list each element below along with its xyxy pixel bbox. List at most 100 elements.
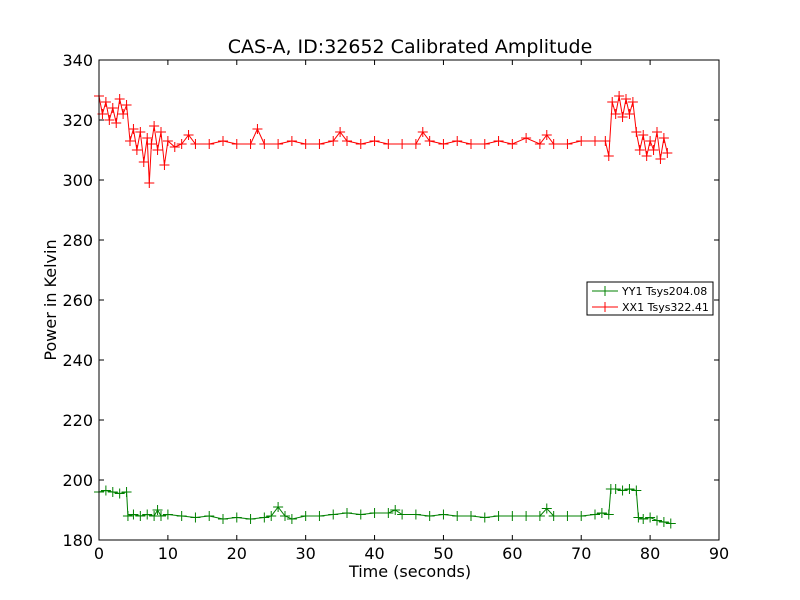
- data-point: [111, 118, 122, 128]
- data-point: [142, 133, 153, 143]
- series-layer: [94, 91, 676, 529]
- data-point: [314, 511, 325, 521]
- data-point: [142, 509, 153, 520]
- x-tick-label: 60: [502, 544, 522, 563]
- data-point: [627, 97, 638, 107]
- data-point: [638, 514, 649, 524]
- data-point: [286, 136, 297, 146]
- data-point: [607, 97, 618, 107]
- data-point: [152, 145, 163, 155]
- legend-label-xx1: XX1 Tsys322.41: [622, 301, 709, 314]
- data-point: [328, 509, 339, 520]
- legend-marker-xx1: [600, 302, 610, 312]
- series-line: [98, 95, 668, 184]
- y-tick-label: 240: [62, 351, 93, 370]
- x-tick-label: 50: [433, 544, 453, 563]
- data-point: [541, 130, 552, 140]
- data-point: [135, 511, 146, 521]
- y-tick-label: 280: [62, 231, 93, 250]
- y-axis: 180 200 220 240 260 280 300 320 340: [62, 51, 719, 550]
- data-point: [176, 139, 187, 149]
- x-tick-label: 40: [364, 544, 384, 563]
- data-point: [300, 139, 311, 149]
- plot-frame: [98, 59, 720, 541]
- data-point: [100, 485, 111, 496]
- data-point: [190, 139, 201, 149]
- data-point: [562, 139, 573, 149]
- data-point: [466, 511, 476, 521]
- data-point: [655, 154, 666, 164]
- data-point: [645, 512, 656, 523]
- y-tick-label: 180: [62, 531, 93, 550]
- data-point: [410, 139, 421, 149]
- x-tick-label: 0: [94, 544, 104, 563]
- data-point: [252, 124, 263, 134]
- data-point: [617, 112, 628, 122]
- data-point: [624, 484, 635, 494]
- data-point: [634, 145, 645, 155]
- y-tick-label: 260: [62, 291, 93, 310]
- data-point: [118, 109, 129, 119]
- data-point: [100, 97, 111, 107]
- data-point: [107, 103, 118, 113]
- data-point: [149, 121, 160, 131]
- data-point: [114, 94, 125, 104]
- data-point: [424, 136, 435, 146]
- data-point: [328, 136, 339, 146]
- y-tick-label: 300: [62, 171, 93, 190]
- data-point: [369, 508, 380, 518]
- data-point: [355, 139, 366, 149]
- data-point: [383, 139, 394, 149]
- data-point: [621, 94, 631, 104]
- data-point: [107, 487, 118, 497]
- data-point: [156, 511, 166, 521]
- data-point: [121, 100, 132, 110]
- data-point: [617, 485, 628, 496]
- data-point: [383, 508, 394, 518]
- data-point: [603, 151, 614, 161]
- x-tick-label: 80: [640, 544, 660, 563]
- data-point: [493, 136, 504, 146]
- data-point: [534, 139, 545, 149]
- data-point: [521, 511, 532, 521]
- data-point: [135, 127, 146, 137]
- data-point: [624, 109, 635, 119]
- data-point: [452, 511, 463, 521]
- data-point: [273, 139, 284, 149]
- data-point: [259, 139, 270, 149]
- data-point: [397, 139, 408, 149]
- data-point: [138, 157, 149, 167]
- data-point: [162, 136, 173, 146]
- data-point: [652, 515, 662, 526]
- data-point: [397, 509, 408, 520]
- data-point: [479, 512, 490, 523]
- data-point: [231, 139, 242, 149]
- data-point: [259, 512, 270, 523]
- y-tick-label: 220: [62, 411, 93, 430]
- data-point: [355, 509, 366, 520]
- x-axis-label: Time (seconds): [348, 562, 471, 581]
- x-tick-label: 70: [571, 544, 591, 563]
- x-tick-label: 30: [295, 544, 315, 563]
- data-point: [576, 136, 587, 146]
- data-point: [590, 509, 600, 520]
- data-point: [162, 509, 173, 520]
- data-point: [218, 136, 228, 146]
- data-point: [204, 139, 215, 149]
- data-point: [131, 145, 142, 155]
- data-point: [159, 160, 170, 170]
- data-point: [122, 511, 133, 521]
- data-point: [479, 139, 490, 149]
- data-point: [438, 139, 449, 149]
- data-point: [218, 514, 228, 524]
- data-point: [600, 136, 611, 146]
- data-point: [658, 133, 669, 143]
- x-tick-label: 20: [227, 544, 247, 563]
- data-point: [335, 127, 346, 137]
- data-point: [286, 514, 297, 524]
- data-point: [452, 136, 463, 146]
- data-point: [342, 508, 352, 518]
- data-point: [231, 512, 242, 523]
- data-point: [610, 484, 621, 494]
- data-point: [146, 139, 157, 149]
